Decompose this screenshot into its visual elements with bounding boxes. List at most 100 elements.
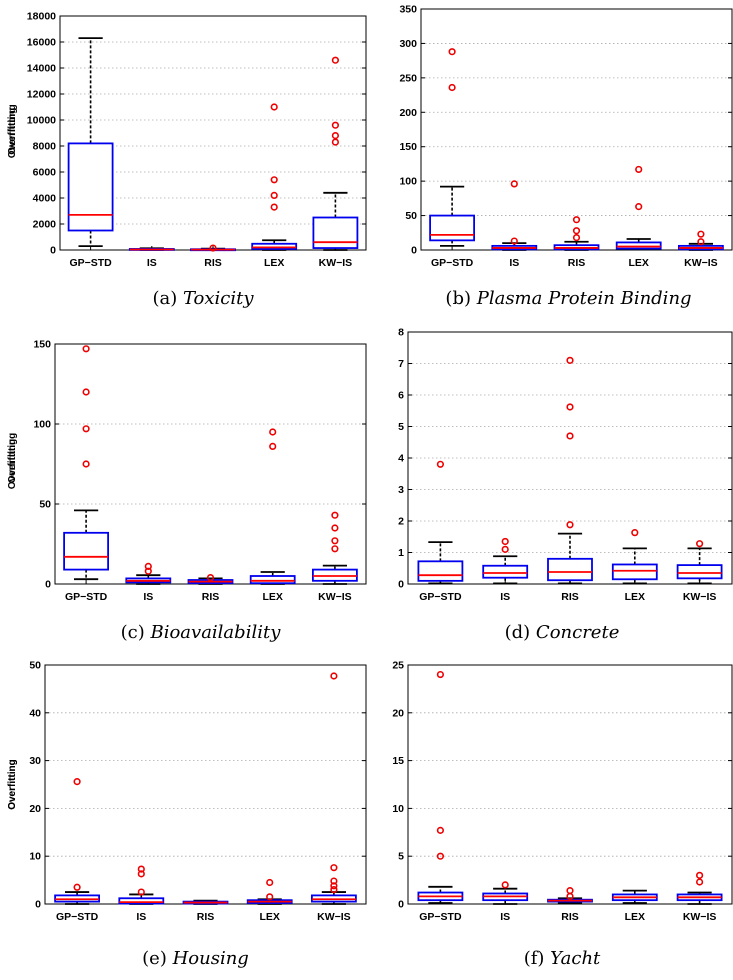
- box-iqr: [547, 557, 593, 582]
- x-tick-label: GP−STD: [65, 591, 108, 603]
- x-tick-label: KW−IS: [683, 911, 717, 923]
- caption-dataset-name: Plasma Protein Binding: [476, 288, 692, 309]
- outlier-point: [635, 203, 643, 211]
- box-lex: [611, 529, 658, 585]
- x-tick-label: LEX: [262, 591, 282, 603]
- subfigure-caption: (a) Toxicity: [152, 288, 254, 309]
- outlier-point: [510, 180, 518, 188]
- outlier-point: [137, 870, 145, 878]
- box-iqr: [312, 216, 359, 249]
- box-gpstd: [63, 345, 109, 581]
- y-axis-label: Overfitting: [7, 433, 18, 484]
- box-ris: [547, 356, 593, 585]
- y-tick-label: 1: [398, 547, 404, 559]
- outlier-point: [330, 882, 338, 890]
- y-tick-label: 12000: [27, 89, 56, 101]
- outlier-point: [572, 227, 581, 235]
- subfigure-caption: (b) Plasma Protein Binding: [445, 288, 691, 309]
- y-tick-label: 5: [398, 421, 404, 433]
- y-tick-label: 14000: [27, 63, 56, 75]
- outlier-point: [448, 83, 456, 92]
- box-kwis: [310, 672, 357, 905]
- y-tick-label: 8000: [33, 141, 57, 153]
- x-tick-label: GP−STD: [419, 911, 462, 923]
- y-tick-label: 100: [33, 419, 51, 431]
- outlier-point: [144, 562, 152, 571]
- y-tick-label: 0: [50, 245, 56, 257]
- chart-panel-4: 0 1 2 3 4 5 6 7 8 Overfitting GP−STD IS RIS LEX KW−IS (…: [7, 327, 733, 643]
- box-iqr: [67, 142, 114, 232]
- outlier-point: [270, 103, 278, 111]
- outlier-point: [137, 865, 145, 873]
- box-is: [128, 247, 175, 251]
- box-gpstd: [67, 37, 114, 248]
- y-tick-label: 4000: [33, 193, 57, 205]
- y-tick-label: 150: [399, 141, 417, 153]
- outlier-point: [330, 672, 338, 680]
- chart-panel-2: 0 50 100 150 200 250 300 350 Overfitting GP−STD IS…: [7, 4, 733, 309]
- x-tick-label: KW−IS: [684, 257, 718, 269]
- x-tick-label: LEX: [625, 591, 645, 603]
- y-tick-label: 18000: [27, 11, 56, 23]
- y-tick-label: 25: [392, 660, 404, 672]
- outlier-point: [270, 176, 278, 184]
- y-axis-label: Overfitting: [7, 439, 18, 490]
- box-kwis: [676, 540, 723, 585]
- x-tick-label: LEX: [628, 257, 648, 269]
- outlier-point: [566, 356, 574, 364]
- box-iqr: [118, 897, 165, 905]
- box-ris: [547, 887, 593, 904]
- outlier-point: [566, 403, 574, 411]
- outlier-point: [82, 460, 90, 468]
- x-tick-label: KW−IS: [319, 257, 353, 269]
- plot-frame: [407, 664, 733, 905]
- x-tick-label: KW−IS: [683, 591, 717, 603]
- y-tick-label: 5: [398, 851, 404, 863]
- box-iqr: [482, 564, 529, 579]
- caption-dataset-name: Yacht: [550, 948, 601, 969]
- y-tick-label: 100: [399, 176, 417, 188]
- box-kwis: [311, 511, 358, 585]
- box-gpstd: [417, 460, 464, 585]
- y-tick-label: 50: [39, 499, 51, 511]
- y-axis-label: Overfitting: [7, 759, 18, 810]
- caption-label: (b): [445, 288, 476, 309]
- box-kwis: [312, 56, 359, 251]
- y-tick-label: 50: [29, 660, 41, 672]
- outlier-point: [270, 203, 278, 211]
- y-tick-label: 8: [398, 327, 404, 339]
- box-gpstd: [429, 48, 476, 247]
- box-ris: [190, 244, 236, 252]
- outlier-point: [331, 121, 340, 129]
- box-lex: [249, 428, 296, 585]
- box-lex: [246, 878, 293, 905]
- x-tick-label: RIS: [561, 911, 579, 923]
- outlier-point: [137, 888, 145, 896]
- y-tick-label: 16000: [27, 37, 56, 49]
- y-tick-label: 200: [399, 107, 417, 119]
- outlier-point: [501, 537, 509, 546]
- y-tick-label: 150: [33, 339, 51, 351]
- box-lex: [251, 103, 298, 251]
- caption-label: (d): [505, 622, 536, 643]
- outlier-point: [510, 237, 518, 245]
- outlier-point: [330, 886, 338, 894]
- box-lex: [615, 165, 662, 251]
- box-iqr: [611, 563, 658, 581]
- box-is: [118, 865, 165, 905]
- y-tick-label: 4: [398, 453, 404, 465]
- y-tick-label: 0: [411, 245, 417, 257]
- outlier-point: [501, 881, 509, 889]
- x-tick-label: RIS: [561, 591, 579, 603]
- outlier-point: [331, 545, 339, 553]
- caption-label: (c): [121, 622, 151, 643]
- outlier-point: [436, 670, 445, 679]
- x-tick-label: RIS: [204, 257, 222, 269]
- outlier-point: [73, 778, 81, 786]
- plot-frame: [44, 664, 367, 905]
- box-iqr: [417, 560, 464, 582]
- chart-panel-5: 0 10 20 30 40 50 Overfitting GP−STD IS RIS LEX KW−I…: [7, 660, 367, 969]
- outlier-point: [448, 48, 456, 56]
- box-iqr: [63, 531, 109, 571]
- outlier-point: [73, 883, 81, 891]
